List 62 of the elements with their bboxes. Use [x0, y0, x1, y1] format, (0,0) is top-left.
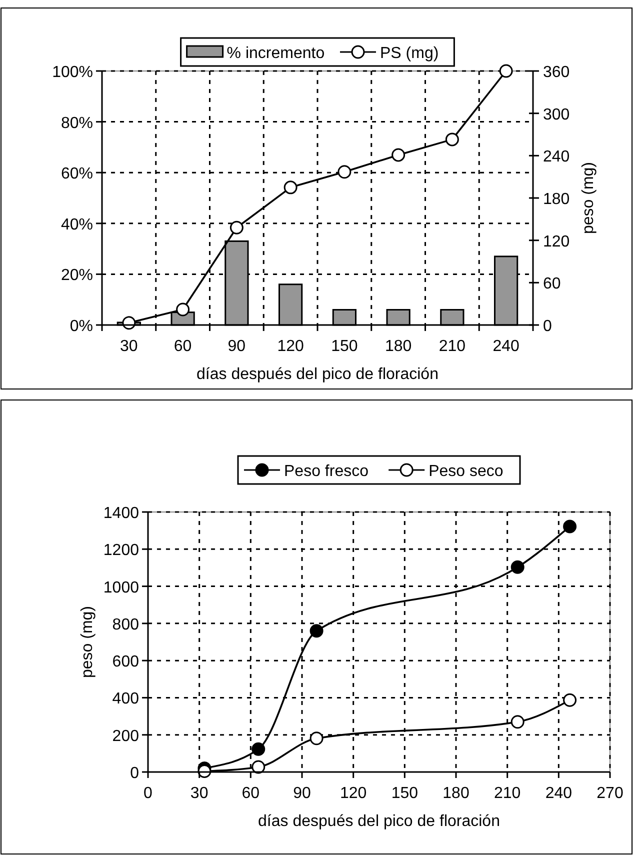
y-tick-label: 80% [60, 114, 93, 132]
y-tick-label: 1000 [103, 579, 140, 596]
point [284, 180, 298, 194]
x-tick-label: 210 [494, 785, 521, 802]
legend-label: % incremento [226, 45, 325, 62]
point [563, 520, 577, 534]
x-tick-label: 240 [545, 785, 572, 802]
point [563, 693, 577, 707]
point [510, 560, 524, 574]
point [230, 220, 244, 234]
x-tick-label: 60 [242, 785, 260, 802]
point [252, 742, 266, 756]
y-tick-label: 1400 [103, 505, 140, 522]
x-tick-label: 270 [596, 785, 624, 802]
y-tick-label: 800 [112, 616, 140, 634]
x-tick-label: 90 [228, 338, 246, 355]
y2-tick-label: 300 [543, 106, 570, 124]
x-tick-label: 210 [438, 338, 466, 355]
x-tick-label: 60 [174, 338, 192, 355]
x-tick-label: 30 [120, 338, 138, 355]
y-tick-label: 0% [70, 318, 93, 335]
y-tick-label: 100% [52, 64, 93, 81]
x-tick-label: 120 [277, 338, 304, 355]
y2-tick-label: 180 [543, 191, 570, 208]
x-tick-label: 180 [384, 338, 412, 355]
x-tick-label: 0 [144, 785, 153, 802]
y-axis-title: peso (mg) [79, 606, 96, 678]
y2-tick-label: 60 [543, 276, 561, 293]
x-tick-label: 180 [442, 785, 470, 802]
point [252, 760, 266, 774]
point [310, 624, 324, 638]
x-tick-label: 240 [492, 338, 520, 355]
point [392, 148, 406, 162]
x-axis-title: días después del pico de floración [196, 366, 438, 383]
point [510, 715, 524, 729]
legend-label: Peso seco [428, 463, 504, 480]
y-tick-label: 200 [112, 728, 140, 745]
x-axis-title: días después del pico de floración [258, 813, 500, 830]
legend-label: PS (mg) [380, 45, 439, 62]
x-tick-label: 30 [190, 785, 208, 802]
y2-tick-label: 0 [543, 318, 552, 335]
point [176, 302, 190, 316]
y-tick-label: 400 [112, 690, 140, 708]
y-tick-label: 60% [60, 166, 93, 183]
point [499, 64, 513, 78]
y2-tick-label: 240 [543, 148, 570, 166]
x-tick-label: 150 [331, 338, 358, 355]
legend-label: Peso fresco [284, 463, 369, 480]
y-tick-label: 0 [130, 765, 140, 782]
y-tick-label: 40% [60, 216, 93, 234]
y2-tick-label: 120 [543, 233, 570, 250]
y2-axis-title: peso (mg) [580, 162, 597, 234]
y-tick-label: 600 [112, 654, 140, 671]
x-tick-label: 150 [391, 785, 418, 802]
x-tick-label: 90 [293, 785, 311, 802]
point [445, 132, 459, 146]
x-tick-label: 120 [340, 785, 367, 802]
y-tick-label: 20% [60, 267, 93, 284]
y-tick-label: 1200 [103, 542, 140, 560]
point [310, 732, 324, 746]
point [338, 165, 352, 179]
y2-tick-label: 360 [543, 64, 570, 81]
